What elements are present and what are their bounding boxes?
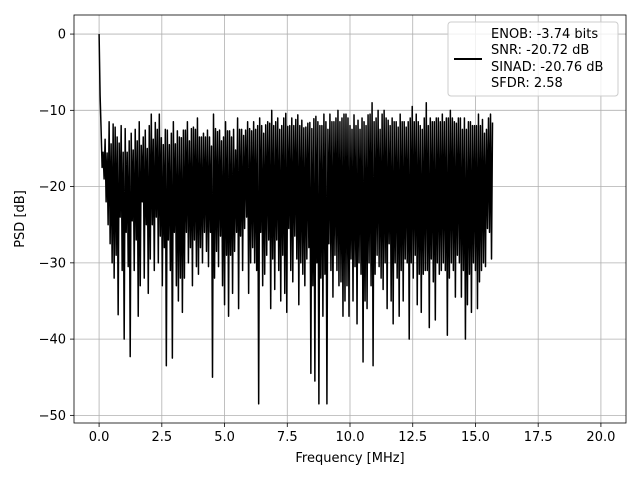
- legend-snr: SNR: -20.72 dB: [491, 43, 589, 58]
- x-tick-label: 20.0: [586, 430, 615, 445]
- y-axis-label: PSD [dB]: [13, 190, 28, 248]
- x-tick-label: 10.0: [336, 430, 365, 445]
- legend-sfdr: SFDR: 2.58: [491, 76, 563, 91]
- legend-enob: ENOB: -3.74 bits: [491, 27, 598, 42]
- x-tick-label: 2.5: [151, 430, 172, 445]
- y-tick-label: −20: [39, 180, 66, 195]
- x-tick-label: 7.5: [277, 430, 298, 445]
- y-tick-label: −40: [39, 333, 66, 348]
- x-axis-ticks: 0.0 2.5 5.0 7.5 10.0 12.5 15.0 17.5 20.0: [89, 423, 615, 445]
- legend-sinad: SINAD: -20.76 dB: [491, 60, 603, 75]
- plot-area: [98, 34, 494, 405]
- y-tick-label: 0: [58, 28, 66, 43]
- x-tick-label: 0.0: [89, 430, 110, 445]
- x-tick-label: 17.5: [524, 430, 553, 445]
- y-tick-label: −30: [39, 256, 66, 271]
- legend-box: [447, 21, 619, 97]
- y-tick-label: −10: [39, 104, 66, 119]
- x-tick-label: 15.0: [461, 430, 490, 445]
- legend: ENOB: -3.74 bits SNR: -20.72 dB SINAD: -…: [447, 21, 619, 97]
- psd-series-line: [98, 34, 494, 405]
- x-axis-label: Frequency [MHz]: [295, 451, 404, 466]
- x-tick-label: 12.5: [398, 430, 427, 445]
- y-tick-label: −50: [39, 409, 66, 424]
- x-tick-label: 5.0: [214, 430, 235, 445]
- y-axis-ticks: 0 −10 −20 −30 −40 −50: [39, 28, 74, 424]
